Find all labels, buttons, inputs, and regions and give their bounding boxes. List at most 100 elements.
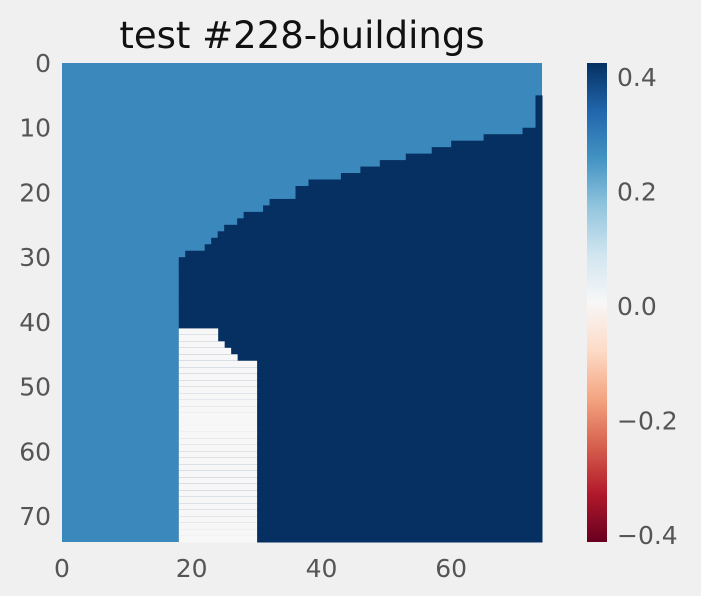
heatmap-row-building [178,386,543,394]
heatmap-row-building [178,457,543,465]
heatmap-row-building [178,380,543,388]
heatmap-row-footprint [178,496,258,504]
heatmap-row-building [178,477,543,485]
heatmap-row-building [178,328,543,336]
heatmap-row-building [295,185,543,193]
heatmap-row-footprint [178,354,238,362]
heatmap-row-building [178,425,543,433]
chart-title: test #228-buildings [119,14,484,57]
heatmap-row-footprint [178,373,258,381]
heatmap-row-footprint [178,535,258,543]
heatmap-row-building [178,451,543,459]
heatmap-row-building [178,503,543,511]
colorbar-tick-label: 0.0 [617,292,657,321]
heatmap-row-building [360,166,543,174]
heatmap-row-building [178,270,543,278]
heatmap-row-footprint [178,483,258,491]
heatmap-row-building [263,205,543,213]
heatmap-row-building [178,444,543,452]
heatmap-row-building [178,483,543,491]
heatmap-row-building [185,250,543,258]
heatmap-row-building [178,419,543,426]
heatmap-row-footprint [178,444,258,452]
heatmap-row-building [483,134,543,142]
heatmap-row-footprint [178,386,258,394]
heatmap-row-building [295,192,543,200]
heatmap-row-building [178,367,543,375]
heatmap-row-building [178,431,543,439]
colorbar-tick-label: 0.2 [617,178,657,207]
heatmap-row-footprint [178,419,258,426]
heatmap-row-building [308,179,543,187]
heatmap-row-building [178,412,543,420]
heatmap-row-footprint [178,503,258,511]
heatmap-row-building [522,127,543,135]
heatmap-row-building [535,101,543,109]
heatmap-row-building [535,114,543,122]
colorbar-gradient [587,63,607,542]
x-tick-label: 20 [176,554,208,583]
heatmap-row-footprint [178,412,258,420]
x-tick-label: 60 [435,554,467,583]
heatmap-row-building [535,95,543,103]
y-tick-label: 50 [19,373,51,402]
heatmap-row-building [178,496,543,504]
heatmap-row-building [243,211,543,219]
heatmap-row-building [178,276,543,284]
heatmap-row-building [178,289,543,297]
heatmap-row-building [178,315,543,323]
colorbar-tick-label: −0.4 [617,521,678,550]
heatmap-row-building [178,283,543,291]
heatmap-row-building [451,140,543,148]
heatmap-row-footprint [178,431,258,439]
heatmap-row-building [178,257,543,265]
heatmap-row-building [178,341,543,349]
heatmap-row-building [178,516,543,524]
heatmap-row-footprint [178,328,219,336]
heatmap-row-footprint [178,367,258,375]
heatmap-row-building [178,535,543,543]
heatmap-row-footprint [178,464,258,472]
heatmap-row-building [405,153,543,161]
y-tick-label: 10 [19,114,51,143]
heatmap-row-footprint [178,334,219,342]
y-tick-label: 40 [19,308,51,337]
heatmap-row-building [178,302,543,310]
heatmap-row-building [178,406,543,414]
heatmap-row-building [178,373,543,381]
heatmap-row-footprint [178,360,258,368]
y-tick-label: 0 [35,49,51,78]
heatmap-row-building [431,147,543,155]
heatmap-row-footprint [178,509,258,517]
heatmap-row-building [178,308,543,316]
heatmap-row-footprint [178,457,258,465]
colorbar [587,63,607,542]
heatmap-row-building [217,231,543,239]
heatmap-row-footprint [178,516,258,524]
heatmap-row-footprint [178,425,258,433]
heatmap-row-building [340,173,543,181]
heatmap-row-footprint [178,470,258,478]
heatmap-row-building [269,198,543,206]
y-axis: 0 10 20 30 40 50 60 70 [19,49,51,531]
heatmap-row-building [178,393,543,401]
heatmap-row-footprint [178,380,258,388]
heatmap-row-footprint [178,522,258,530]
y-tick-label: 60 [19,437,51,466]
heatmap-row-building [211,237,543,245]
heatmap-row-building [237,218,543,226]
heatmap-row-building [178,334,543,342]
heatmap-row-building [178,470,543,478]
y-tick-label: 30 [19,243,51,272]
y-tick-label: 70 [19,502,51,531]
heatmap-row-footprint [178,477,258,485]
heatmap-row-building [178,354,543,362]
x-tick-label: 0 [54,554,70,583]
heatmap-row-footprint [178,393,258,401]
heatmap-row-building [178,490,543,498]
colorbar-tick-label: 0.4 [617,63,657,92]
heatmap-row-footprint [178,451,258,459]
heatmap-row-building [178,529,543,537]
heatmap-row-building [535,108,543,116]
